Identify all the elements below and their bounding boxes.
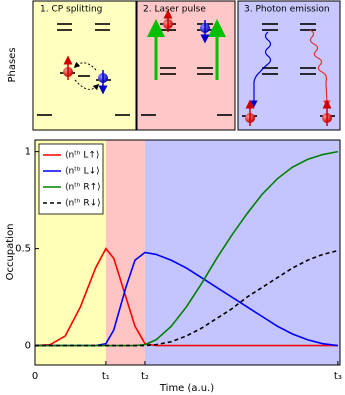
panel-3-diagram [242, 23, 335, 126]
series-line [34, 247, 338, 347]
panel-1-diagram [37, 23, 130, 116]
phase-panels: 1. CP splitting 2. Laser pulse 3. Photon… [32, 0, 341, 131]
panel-title: 3. Photon emission [244, 5, 330, 15]
legend-label: ⟨nᵗᵇ L↓⟩ [65, 167, 100, 177]
panel-bg [32, 0, 137, 131]
panel-title: 1. CP splitting [40, 5, 102, 15]
y-tick-label: 0 [25, 341, 31, 352]
phases-label: Phases [7, 47, 18, 82]
panel-bg [136, 0, 236, 131]
x-axis-label: Time (a.u.) [159, 383, 214, 394]
phase-region [144, 140, 340, 365]
panel-bg [237, 0, 341, 131]
y-tick-label: 0.5 [15, 244, 31, 255]
phase-region [105, 140, 145, 365]
x-tick-label: 0 [32, 371, 38, 382]
legend-label: ⟨nᵗʰ R↓⟩ [65, 199, 101, 209]
axes-frame [34, 139, 341, 366]
x-tick-label: t₁ [102, 371, 110, 382]
x-tick-label: t₂ [141, 371, 149, 382]
panel-title: 2. Laser pulse [143, 5, 206, 15]
series-line [35, 249, 339, 347]
legend-label: ⟨nᵗʰ L↑⟩ [65, 151, 99, 161]
x-tick-label: t₃ [334, 371, 342, 382]
y-tick-label: 1 [25, 147, 31, 158]
plot-area: 0 t₁ t₂ t₃ 0 0.5 1 ⟨nᵗʰ L↑⟩ ⟨nᵗᵇ L↓⟩ ⟨nᵗʰ R↑⟩ ⟨nᵗʰ… [15, 139, 342, 382]
legend-label: ⟨nᵗʰ R↑⟩ [65, 183, 101, 193]
series-line [35, 150, 339, 347]
y-axis-label: Occupation [5, 224, 16, 281]
panel-2-diagram [141, 9, 232, 116]
